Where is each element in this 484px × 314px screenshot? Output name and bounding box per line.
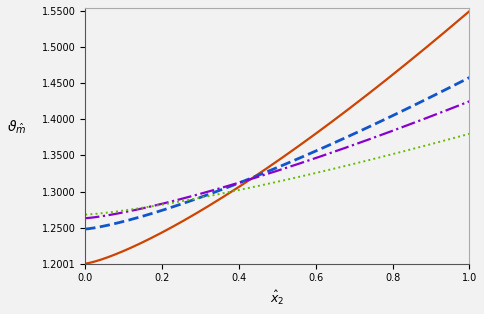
X-axis label: $\hat{x}_2$: $\hat{x}_2$ xyxy=(270,289,285,307)
Y-axis label: $\vartheta_{\hat{m}}$: $\vartheta_{\hat{m}}$ xyxy=(7,118,26,136)
